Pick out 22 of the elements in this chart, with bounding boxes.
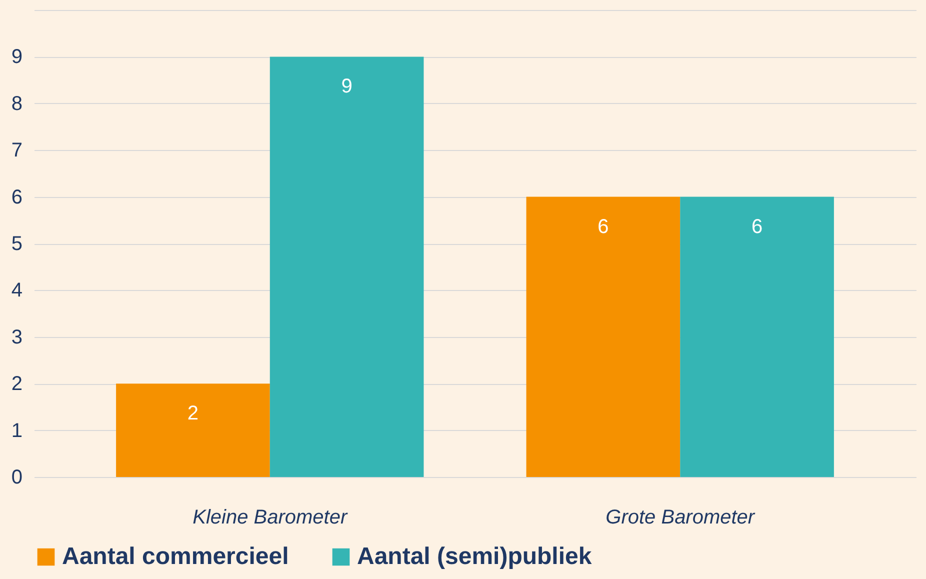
data-label: 2 [187,402,199,425]
y-tick-label: 8 [11,92,22,115]
x-tick-label: Grote Barometer [606,506,756,528]
y-tick-label: 2 [11,373,22,396]
y-tick-label: 1 [11,420,22,442]
y-tick-label: 7 [11,140,22,162]
y-tick-label: 6 [11,186,22,208]
y-tick-label: 0 [11,466,22,488]
data-label: 9 [341,76,352,98]
data-label: 6 [751,216,763,238]
bar [116,384,270,477]
legend-label: Aantal commercieel [62,543,289,570]
y-tick-label: 3 [11,326,22,348]
data-label: 6 [598,216,609,238]
x-tick-label: Kleine Barometer [192,506,348,528]
y-tick-label: 9 [11,46,22,68]
bar [526,196,680,477]
y-tick-label: 5 [11,233,22,255]
legend-label: Aantal (semi)publiek [357,543,592,570]
bar [680,196,834,477]
bar [270,56,424,477]
y-tick-label: 4 [11,280,22,302]
